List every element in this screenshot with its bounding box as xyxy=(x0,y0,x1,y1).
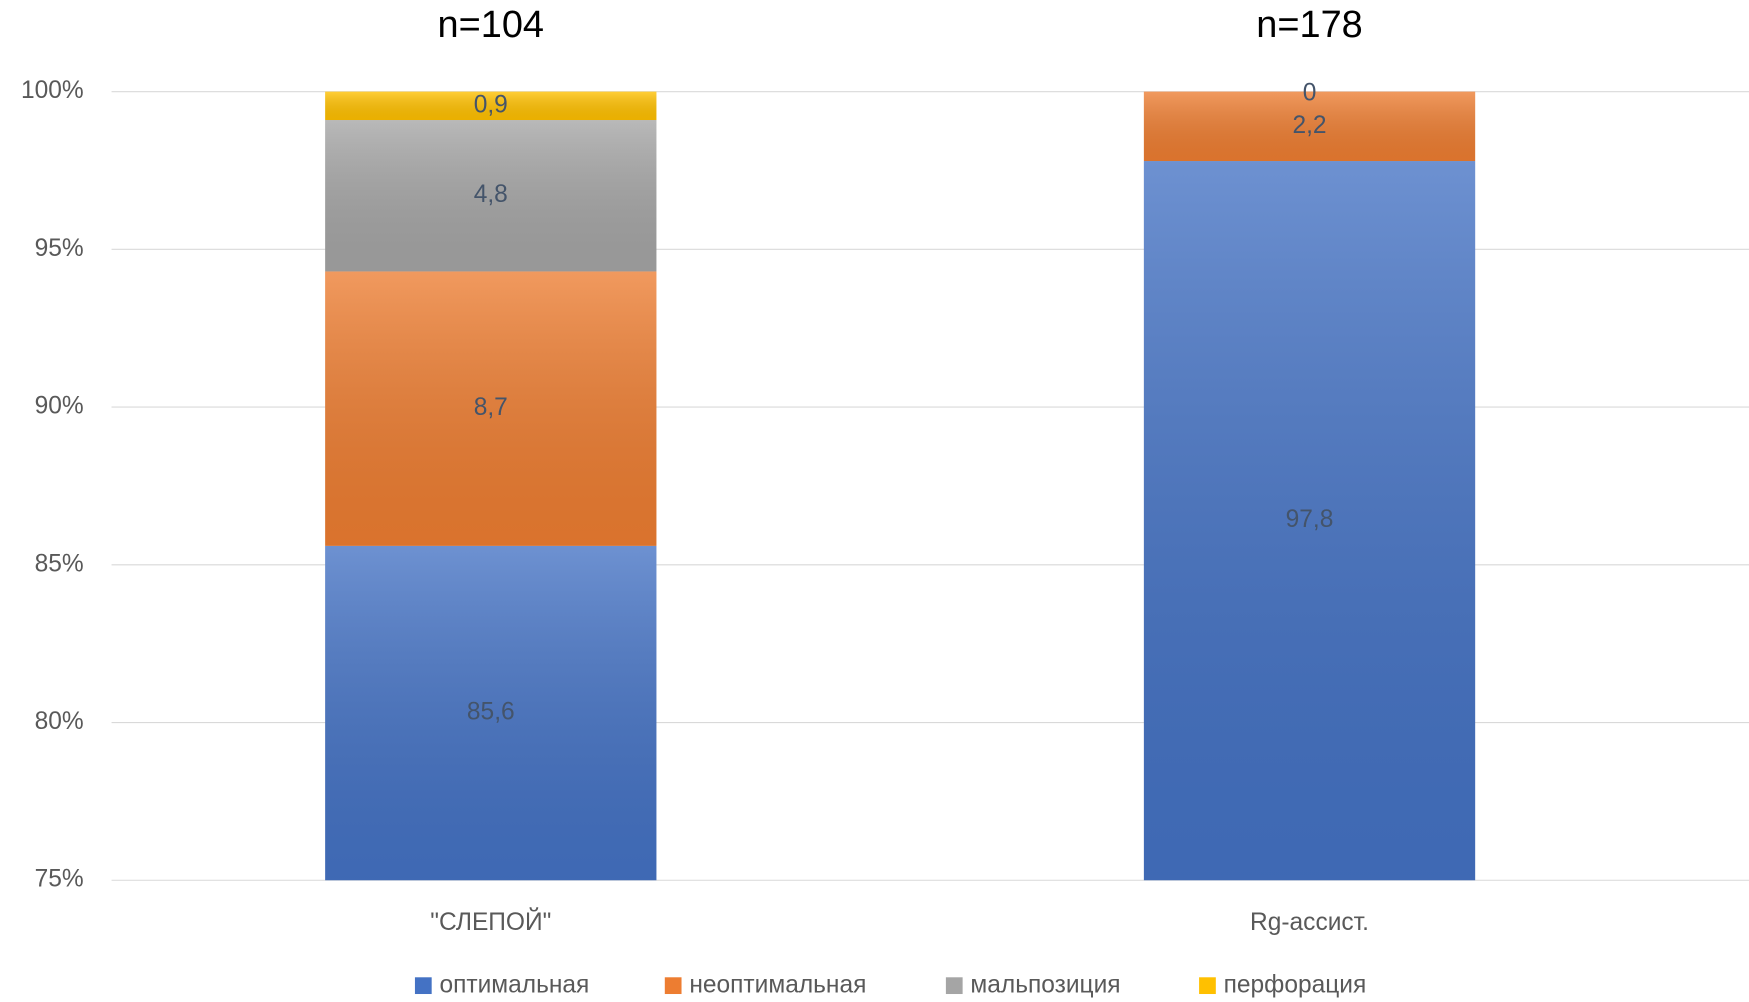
legend-swatch xyxy=(414,977,432,995)
y-tick-label: 95% xyxy=(35,235,84,262)
data-label: 97,8 xyxy=(1286,506,1334,533)
bar-shade xyxy=(1143,161,1476,881)
annotation: n=178 xyxy=(1256,4,1362,46)
legend-swatch xyxy=(1199,977,1216,995)
legend-label: перфорация xyxy=(1224,972,1367,999)
data-label: 2,2 xyxy=(1292,112,1326,139)
legend-swatch xyxy=(945,977,963,995)
annotation: n=104 xyxy=(438,4,544,46)
bar-shade xyxy=(1143,91,1476,162)
data-label: 8,7 xyxy=(474,394,508,421)
y-tick-label: 100% xyxy=(21,77,84,104)
x-tick-label: "СЛЕПОЙ" xyxy=(430,908,551,936)
bar-shade xyxy=(325,120,657,272)
y-tick-label: 90% xyxy=(35,393,84,420)
data-label: 85,6 xyxy=(467,699,515,726)
bar-shade xyxy=(325,545,657,881)
data-label: 0,9 xyxy=(474,91,508,118)
legend-label: оптимальная xyxy=(439,972,589,999)
y-tick-label: 80% xyxy=(35,708,84,735)
y-tick-label: 85% xyxy=(35,550,84,577)
y-tick-label: 75% xyxy=(35,866,84,893)
legend-label: неоптимальная xyxy=(689,972,866,999)
data-label: 4,8 xyxy=(474,181,508,208)
x-tick-label: Rg-ассист. xyxy=(1250,909,1369,936)
bar-shade xyxy=(325,91,657,121)
data-label: 0 xyxy=(1303,79,1317,106)
bar-shade xyxy=(325,271,657,546)
legend-swatch xyxy=(664,977,682,995)
legend-label: мальпозиция xyxy=(970,972,1120,999)
